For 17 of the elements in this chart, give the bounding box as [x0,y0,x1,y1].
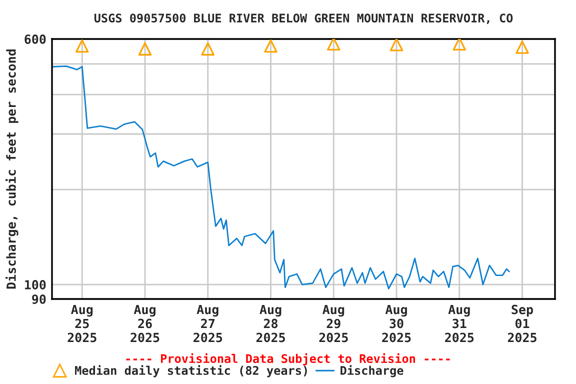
y-tick-label: 100 [25,280,46,290]
text: ---- Provisional Data Subject to Revision ---- [126,353,450,366]
y-tick-label: 90 [32,294,46,304]
x-tick-label: Aug 27 2025 [194,304,222,342]
legend-label: Median daily statistic (82 years) [75,365,307,378]
x-tick-label: Aug 29 2025 [319,304,348,342]
x-tick-label: Aug 25 2025 [68,304,96,342]
y-axis-title: Discharge, cubic feet per second [6,50,18,289]
y-tick-label: 600 [24,34,46,44]
x-tick-label: Aug 31 2025 [445,304,474,342]
line-series [52,66,510,290]
x-tick-label: Aug 28 2025 [256,304,285,342]
x-tick-label: Sep 01 2025 [508,304,536,342]
x-tick-label: Aug 26 2025 [130,304,160,342]
chart-title: USGS 09057500 BLUE RIVER BELOW GREEN MOUNTAIN RESERVOIR, CO [94,14,513,24]
legend-label: Discharge [340,365,404,378]
x-tick-label: Aug 30 2025 [382,304,411,342]
